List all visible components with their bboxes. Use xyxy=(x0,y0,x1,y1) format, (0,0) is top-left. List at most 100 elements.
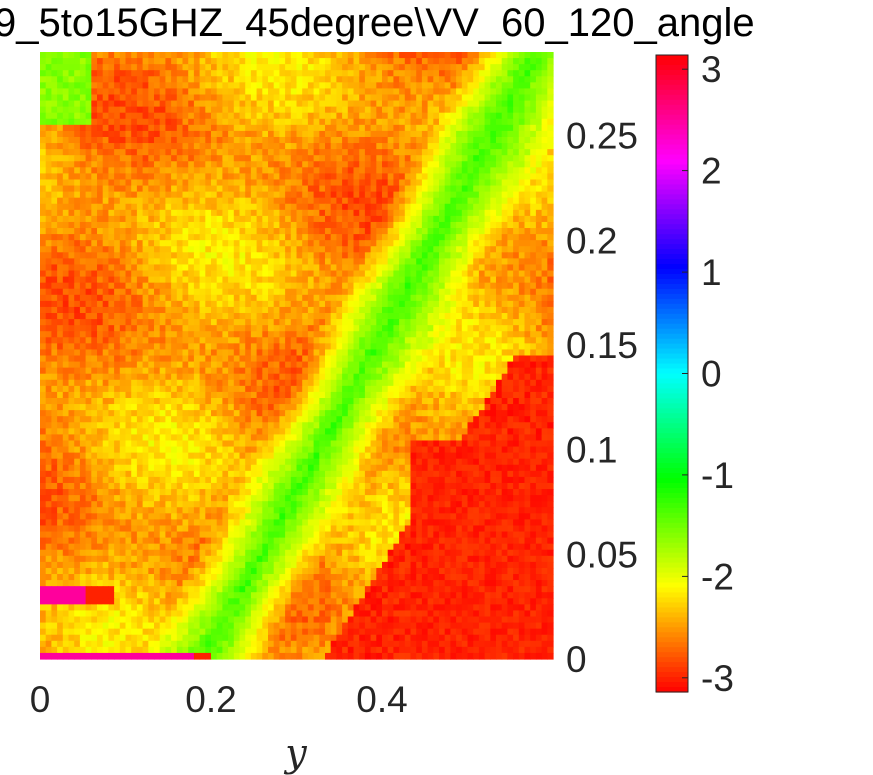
heatmap-cell xyxy=(91,161,98,168)
heatmap-cell xyxy=(518,161,526,168)
heatmap-cell xyxy=(325,331,332,338)
heatmap-cell xyxy=(79,294,87,302)
heatmap-cell xyxy=(382,70,389,77)
heatmap-cell xyxy=(404,124,412,132)
heatmap-cell xyxy=(370,191,377,199)
heatmap-cell xyxy=(85,367,92,375)
heatmap-cell xyxy=(228,197,235,205)
heatmap-cell xyxy=(233,264,241,272)
heatmap-cell xyxy=(313,349,320,357)
heatmap-cell xyxy=(279,185,286,193)
heatmap-cell xyxy=(119,191,127,199)
heatmap-cell xyxy=(119,70,127,77)
heatmap-cell xyxy=(199,300,206,308)
heatmap-cell xyxy=(91,270,98,278)
heatmap-cell xyxy=(74,373,81,381)
heatmap-cell xyxy=(473,209,480,217)
heatmap-cell xyxy=(108,149,115,156)
heatmap-cell xyxy=(245,161,252,168)
heatmap-cell xyxy=(233,94,241,102)
heatmap-cell xyxy=(228,209,235,217)
heatmap-cell xyxy=(45,143,52,150)
heatmap-cell xyxy=(40,252,47,259)
heatmap-cell xyxy=(319,100,326,108)
heatmap-cell xyxy=(216,52,223,59)
heatmap-cell xyxy=(330,252,337,259)
heatmap-cell xyxy=(245,258,252,266)
heatmap-cell xyxy=(433,306,440,314)
heatmap-cell xyxy=(347,343,355,351)
heatmap-cell xyxy=(51,197,58,205)
heatmap-cell xyxy=(359,64,366,71)
heatmap-cell xyxy=(45,343,52,351)
heatmap-cell xyxy=(40,100,47,108)
heatmap-cell xyxy=(399,118,406,126)
heatmap-cell xyxy=(376,94,383,102)
heatmap-cell xyxy=(273,52,280,59)
heatmap-cell xyxy=(216,252,223,259)
heatmap-cell xyxy=(188,191,195,199)
heatmap-cell xyxy=(296,325,303,332)
heatmap-cell xyxy=(364,203,372,211)
heatmap-cell xyxy=(165,294,172,302)
heatmap-cell xyxy=(250,367,258,375)
heatmap-cell xyxy=(450,294,457,302)
heatmap-cell xyxy=(45,64,52,71)
heatmap-cell xyxy=(125,197,132,205)
heatmap-cell xyxy=(313,282,320,290)
heatmap-cell xyxy=(325,337,332,344)
heatmap-cell xyxy=(228,282,235,290)
heatmap-cell xyxy=(478,64,486,71)
heatmap-cell xyxy=(45,167,52,174)
heatmap-cell xyxy=(507,270,514,278)
heatmap-cell xyxy=(228,325,235,332)
heatmap-cell xyxy=(313,313,320,320)
heatmap-cell xyxy=(154,288,161,296)
heatmap-cell xyxy=(421,82,429,90)
heatmap-cell xyxy=(467,379,474,387)
heatmap-cell xyxy=(45,52,52,59)
heatmap-cell xyxy=(142,288,149,296)
heatmap-cell xyxy=(159,270,166,278)
heatmap-cell xyxy=(496,203,503,211)
heatmap-cell xyxy=(456,197,463,205)
heatmap-cell xyxy=(353,325,360,332)
heatmap-cell xyxy=(325,355,332,363)
heatmap-cell xyxy=(410,294,417,302)
heatmap-cell xyxy=(228,179,235,187)
heatmap-cell xyxy=(188,179,195,187)
heatmap-cell xyxy=(233,270,241,278)
heatmap-cell xyxy=(279,264,286,272)
heatmap-cell xyxy=(136,124,144,132)
heatmap-cell xyxy=(256,385,263,393)
heatmap-cell xyxy=(541,197,548,205)
heatmap-cell xyxy=(364,88,372,96)
heatmap-cell xyxy=(404,228,412,235)
heatmap-cell xyxy=(393,58,400,65)
heatmap-cell xyxy=(285,373,292,381)
heatmap-cell xyxy=(410,306,417,314)
heatmap-cell xyxy=(239,82,246,90)
heatmap-cell xyxy=(199,203,206,211)
heatmap-cell xyxy=(524,349,531,357)
heatmap-cell xyxy=(433,379,440,387)
heatmap-cell xyxy=(45,282,52,290)
heatmap-cell xyxy=(353,136,360,144)
heatmap-cell xyxy=(131,118,138,126)
heatmap-cell xyxy=(256,246,263,253)
heatmap-cell xyxy=(313,58,320,65)
heatmap-cell xyxy=(382,179,389,187)
heatmap-cell xyxy=(535,343,543,351)
heatmap-cell xyxy=(171,361,178,369)
heatmap-cell xyxy=(547,240,554,247)
heatmap-cell xyxy=(119,118,127,126)
heatmap-cell xyxy=(427,143,434,150)
heatmap-cell xyxy=(330,161,337,168)
heatmap-cell xyxy=(125,300,132,308)
heatmap-cell xyxy=(450,118,457,126)
heatmap-cell xyxy=(307,88,315,96)
heatmap-cell xyxy=(176,64,184,71)
heatmap-cell xyxy=(427,373,434,381)
heatmap-cell xyxy=(382,221,389,229)
heatmap-cell xyxy=(353,313,360,320)
